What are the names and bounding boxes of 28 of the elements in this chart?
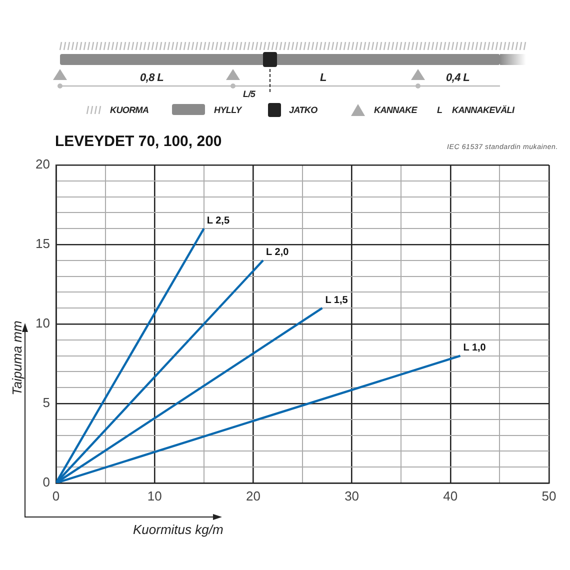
text: 0,4 L [446, 72, 470, 84]
x-tick-label: 40 [443, 488, 458, 504]
y-tick-label: 10 [36, 316, 50, 331]
x-tick-label: 20 [246, 488, 260, 504]
text: HYLLY [214, 105, 242, 115]
x-tick-label: 30 [344, 488, 360, 504]
series-label: L 1,5 [325, 294, 348, 306]
y-tick-label: 0 [42, 474, 50, 490]
y-tick-label: 20 [36, 156, 50, 172]
text: 0,8 L [140, 72, 164, 84]
text: KANNAKE [374, 105, 417, 115]
x-tick-label: 50 [542, 488, 556, 504]
text: KUORMA [110, 105, 149, 115]
text: L/5 [243, 89, 256, 99]
chart-title: LEVEYDET 70, 100, 200 [55, 133, 222, 150]
series-label: L 2,0 [266, 247, 290, 258]
text: L [437, 105, 442, 115]
series-label: L 1,0 [463, 342, 486, 354]
y-tick-label: 15 [36, 236, 50, 252]
text: KANNAKEVÄLI [452, 105, 514, 115]
text: L [320, 72, 326, 84]
text: JATKO [289, 105, 318, 115]
x-axis-title: Kuormitus kg/m [133, 522, 224, 537]
y-tick-label: 5 [42, 395, 50, 410]
x-tick-label: 10 [147, 488, 162, 504]
y-axis-title: Taipuma mm [10, 320, 24, 396]
series-label: L 2,5 [206, 215, 230, 226]
x-tick-label: 0 [52, 488, 60, 504]
